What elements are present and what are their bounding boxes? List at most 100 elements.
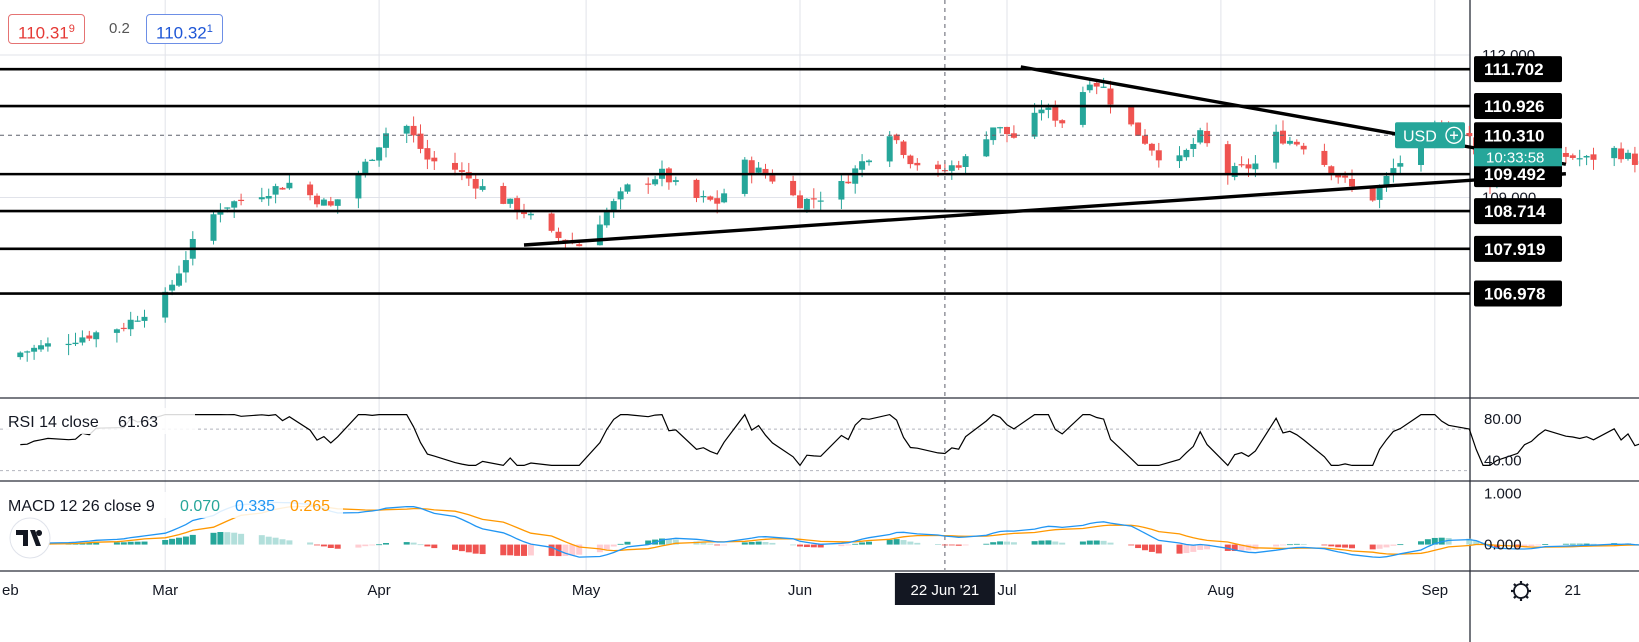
candle-body [355, 174, 362, 199]
logo-mark [16, 530, 43, 546]
candle-body [231, 201, 238, 208]
macd-hist-bar [1280, 544, 1286, 546]
candle-body [527, 213, 534, 216]
candle-body [320, 199, 327, 206]
ask-price-pill[interactable]: 110.321 [146, 14, 223, 44]
candle-body [314, 195, 320, 205]
candle-body [162, 291, 169, 318]
candle-body [472, 178, 479, 189]
candle-body [1590, 154, 1597, 160]
gear-icon[interactable] [1511, 581, 1531, 601]
macd-hist-bar [997, 541, 1004, 545]
macd-hist-bar [707, 543, 714, 545]
macd-hist-bar [320, 544, 327, 547]
macd-hist-bar [624, 541, 631, 545]
candle-body [127, 319, 134, 330]
trendline [523, 172, 1567, 247]
macd-hist-bar [893, 539, 900, 545]
macd-hist-bar [224, 532, 231, 545]
candle-body [700, 196, 707, 198]
candle-body [238, 199, 245, 202]
candle-body [645, 183, 652, 185]
ask-price-pip: 1 [206, 23, 213, 35]
candle-body [1390, 168, 1397, 176]
macd-hist-bar [134, 541, 141, 545]
candle-body [693, 179, 700, 199]
candle-body [182, 260, 189, 273]
macd-hist-bar [617, 543, 624, 545]
candle-body [224, 207, 231, 209]
candle-body [721, 193, 728, 203]
candle-body [1618, 148, 1625, 160]
level-label-bg [1474, 161, 1562, 188]
rsi-legend-value: 61.63 [118, 414, 158, 431]
macd-hist-bar [1135, 544, 1142, 549]
candle-body [210, 214, 217, 241]
candle-body [1086, 84, 1093, 91]
candle-body [555, 231, 562, 239]
gear-icon-tooth [1513, 583, 1517, 587]
macd-hist-bar [1590, 543, 1597, 545]
candle-body [1176, 155, 1183, 162]
macd-hist-bar [1100, 540, 1107, 545]
macd-hist-bar [286, 540, 293, 545]
time-axis-tick: 21 [1564, 582, 1581, 599]
candle-body [1238, 164, 1245, 166]
bid-price-pill[interactable]: 110.319 [8, 14, 85, 44]
candle-body [762, 168, 769, 176]
macd-hist-bar [1349, 544, 1355, 549]
candle-body [217, 210, 224, 215]
macd-hist-bar [431, 544, 438, 549]
macd-hist-bar [417, 544, 424, 546]
candle-body [31, 347, 38, 352]
candle-body [383, 133, 389, 148]
macd-hist-bar [1176, 544, 1183, 554]
candle-body [1079, 92, 1086, 125]
candle-body [1328, 166, 1335, 175]
macd-hist-bar [797, 544, 803, 547]
candle-body [1369, 186, 1376, 201]
candle-body [652, 179, 659, 185]
candle-body [1093, 82, 1100, 87]
candle-body [935, 164, 941, 170]
macd-hist-bar [1562, 543, 1569, 545]
time-axis-tick: Aug [1208, 582, 1235, 599]
macd-hist-bar [672, 539, 679, 545]
macd-hist-bar [1238, 544, 1245, 551]
macd-hist-bar [265, 536, 272, 545]
candle-body [576, 244, 583, 247]
candle-body [1631, 153, 1638, 165]
macd-hist-bar [1321, 544, 1328, 546]
candle-body [410, 125, 417, 136]
macd-hist-bar [603, 544, 610, 550]
macd-hist-bar [659, 538, 665, 545]
macd-hist-bar [1293, 543, 1300, 545]
candle-body [845, 181, 852, 184]
macd-hist-bar [1397, 544, 1404, 546]
macd-hist-bar [314, 544, 320, 546]
candle-body [548, 213, 555, 231]
macd-hist-bar [645, 540, 652, 545]
candle-body [748, 160, 755, 174]
candle-body [810, 198, 817, 200]
candle-body [431, 157, 438, 162]
candlestick-series [17, 77, 1639, 362]
macd-hist-bar [1528, 544, 1535, 547]
candle-body [1059, 120, 1066, 124]
macd-hist-bar [452, 544, 458, 550]
candle-body [1293, 141, 1300, 145]
macd-hist-bar [1342, 544, 1349, 548]
macd-hist-bar [1052, 541, 1059, 545]
rsi-axis-tick: 40.00 [1484, 452, 1522, 469]
macd-hist-bar [362, 544, 369, 547]
time-axis-tick: eb [2, 582, 19, 599]
crosshair-date-label: 22 Jun '21 [911, 582, 980, 599]
candle-body [424, 148, 431, 160]
macd-hist-bar [93, 542, 100, 545]
macd-axis-tick: 1.000 [1484, 486, 1522, 503]
macd-hist-bar [1431, 537, 1438, 545]
macd-hist-bar [1128, 544, 1135, 546]
macd-hist-bar [1300, 543, 1307, 545]
